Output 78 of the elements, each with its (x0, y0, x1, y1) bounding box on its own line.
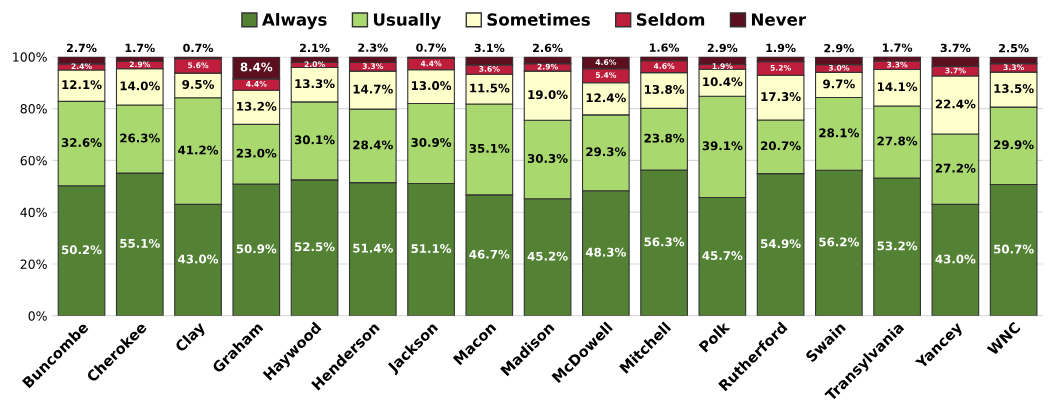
data-label: 12.1% (62, 80, 102, 90)
legend-label: Never (751, 13, 807, 26)
data-label: 13.8% (644, 85, 685, 94)
data-label: 13.2% (237, 101, 277, 111)
data-label: 45.7% (702, 251, 743, 261)
y-tick-label: 40% (20, 207, 47, 218)
data-label: 3.7% (940, 43, 971, 53)
data-label: 39.1% (702, 141, 743, 151)
data-label: 27.2% (935, 163, 976, 173)
data-label: 1.7% (125, 43, 155, 53)
data-label: 43.0% (935, 254, 976, 264)
data-label: 14.1% (877, 82, 918, 92)
data-label: 2.5% (999, 43, 1029, 53)
data-label: 50.9% (236, 244, 277, 254)
legend-label: Usually (373, 12, 441, 30)
data-label: 56.2% (819, 237, 859, 247)
data-label: 23.0% (236, 148, 277, 158)
data-label: 0.7% (183, 43, 214, 53)
legend-label: Always (261, 12, 327, 30)
data-label: 2.6% (533, 43, 563, 53)
data-label: 28.4% (353, 140, 393, 150)
y-tick-label: 100% (13, 52, 47, 62)
data-label: 50.2% (61, 245, 102, 255)
data-label: 22.4% (935, 99, 976, 109)
data-label: 51.1% (411, 244, 452, 254)
data-label: 51.4% (353, 243, 393, 253)
data-label: 28.1% (819, 128, 859, 138)
data-label: 29.9% (994, 140, 1034, 150)
data-label: 45.2% (527, 251, 568, 261)
legend-label: Sometimes (487, 12, 590, 26)
data-label: 19.0% (528, 90, 568, 100)
data-label: 26.3% (120, 133, 160, 143)
data-label: 14.7% (353, 84, 393, 94)
data-label: 35.1% (469, 143, 510, 153)
data-label: 30.9% (411, 137, 452, 147)
data-label: 2.9% (824, 43, 854, 53)
data-label: 0.7% (416, 43, 447, 52)
data-label: 3.1% (474, 43, 505, 53)
data-label: 46.7% (469, 249, 510, 259)
data-label: 13.5% (994, 84, 1034, 94)
data-label: 23.8% (644, 133, 685, 143)
data-label: 52.5% (294, 242, 335, 252)
y-tick-label: 0% (28, 311, 47, 321)
data-label: 14.0% (120, 81, 160, 91)
data-label: 13.3% (295, 79, 335, 89)
data-label: 13.0% (411, 81, 452, 91)
data-label: 8.4% (240, 62, 273, 72)
data-label: 2.9% (707, 43, 738, 53)
data-label: 9.5% (182, 79, 215, 89)
data-label: 32.6% (61, 138, 102, 148)
data-label: 50.7% (994, 244, 1034, 254)
legend-label: Seldom (636, 12, 705, 26)
data-label: 41.2% (178, 145, 219, 155)
data-label: 56.3% (644, 237, 685, 247)
data-label: 43.0% (178, 254, 219, 264)
data-label: 53.2% (877, 241, 918, 251)
data-label: 29.3% (586, 147, 626, 157)
data-label: 9.7% (823, 79, 855, 89)
data-label: 2.7% (67, 43, 97, 53)
data-label: 2.3% (358, 43, 388, 52)
data-label: 12.4% (586, 93, 626, 103)
y-tick-label: 80% (20, 104, 47, 114)
data-label: 30.1% (294, 135, 335, 145)
data-label: 27.8% (877, 136, 918, 146)
data-label: 1.7% (882, 43, 913, 52)
data-label: 17.3% (761, 92, 801, 102)
data-label: 30.3% (527, 154, 568, 163)
data-label: 48.3% (585, 247, 626, 257)
data-label: 11.5% (470, 83, 510, 93)
y-tick-label: 20% (20, 259, 47, 269)
data-label: 1.6% (649, 43, 680, 52)
data-label: 55.1% (120, 238, 160, 248)
data-label: 1.9% (766, 43, 796, 53)
data-label: 2.1% (300, 43, 330, 53)
data-label: 10.4% (703, 77, 743, 87)
data-label: 20.7% (761, 141, 801, 151)
data-label: 54.9% (761, 239, 801, 249)
y-tick-label: 60% (20, 155, 47, 166)
